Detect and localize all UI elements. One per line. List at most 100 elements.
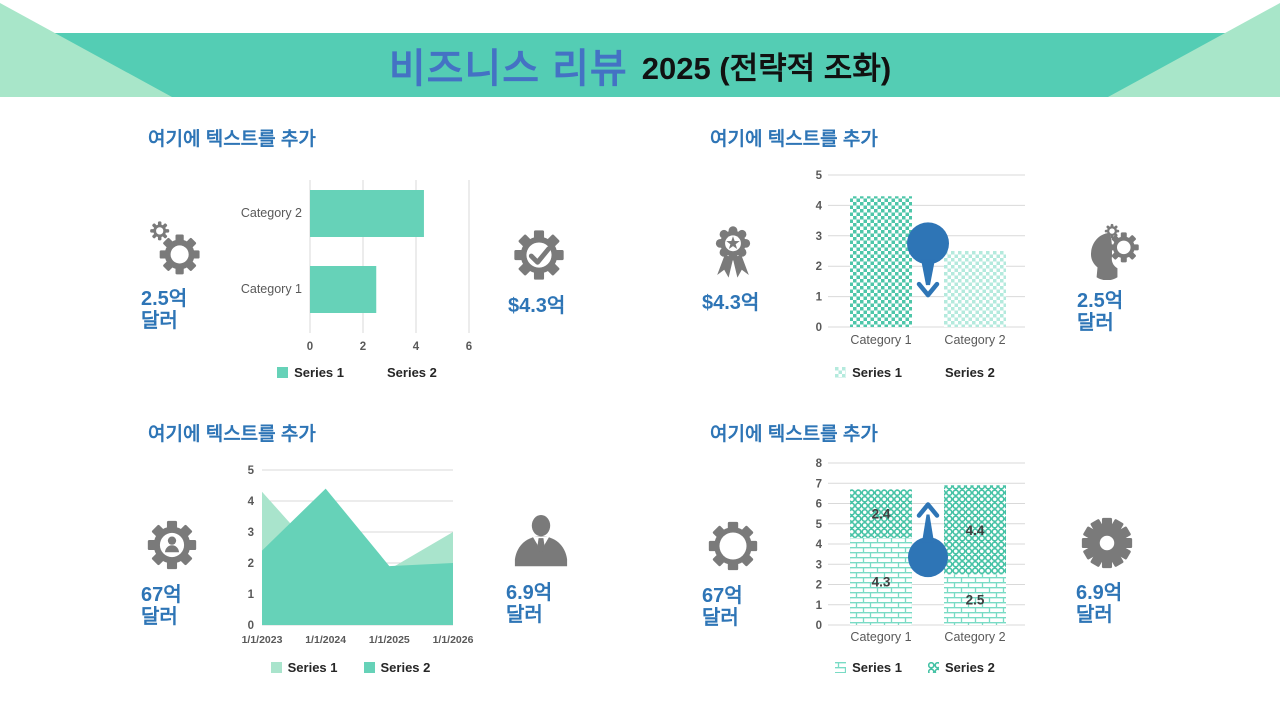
svg-text:5: 5 bbox=[248, 465, 255, 477]
title-row: 비즈니스 리뷰 2025 (전략적 조화) bbox=[0, 33, 1280, 97]
gear-check-icon bbox=[508, 227, 570, 290]
balloon-marker bbox=[907, 222, 949, 265]
stat-block: 2.5억 달러 bbox=[1077, 222, 1147, 334]
svg-text:4: 4 bbox=[413, 341, 420, 353]
stat-block: $4.3억 bbox=[702, 224, 764, 314]
legend-label: Series 2 bbox=[380, 659, 431, 675]
svg-text:4: 4 bbox=[816, 200, 823, 212]
svg-text:5: 5 bbox=[816, 170, 823, 182]
stat-value: 67억 bbox=[702, 585, 743, 607]
gear-person-icon bbox=[141, 516, 203, 579]
svg-text:1: 1 bbox=[248, 589, 255, 601]
legend-item: Series 2 bbox=[363, 659, 431, 675]
balloon-marker bbox=[908, 537, 948, 578]
svg-text:4: 4 bbox=[816, 539, 823, 551]
svg-text:0: 0 bbox=[248, 620, 254, 632]
stack-series2-cat2 bbox=[944, 485, 1006, 575]
head-gears-icon bbox=[1077, 222, 1147, 285]
chart-legend: Series 1 Series 2 bbox=[790, 659, 1040, 675]
svg-text:5: 5 bbox=[816, 519, 823, 531]
stat-value: 6.9억 bbox=[1076, 582, 1123, 604]
stacked-column-chart: 0 1 2 3 4 5 6 7 8 4.3 2.4 2.5 4.4 Category 1 Category … bbox=[816, 458, 1025, 644]
svg-text:8: 8 bbox=[816, 458, 823, 470]
legend-item: Series 2 bbox=[928, 365, 995, 380]
stack-series2-cat1 bbox=[850, 489, 912, 538]
legend-swatch-solid_light bbox=[270, 661, 282, 673]
chart-legend: Series 1 Series 2 bbox=[790, 364, 1040, 380]
header-banner bbox=[0, 33, 1280, 97]
svg-text:0: 0 bbox=[307, 341, 313, 353]
stat-value: 2.5억 bbox=[141, 288, 188, 310]
stat-value: 2.5억 bbox=[1077, 290, 1124, 312]
legend-label: Series 1 bbox=[852, 364, 902, 380]
svg-text:6: 6 bbox=[466, 341, 472, 353]
svg-text:1/1/2025: 1/1/2025 bbox=[369, 634, 410, 646]
area-series-2 bbox=[262, 488, 453, 625]
svg-text:3: 3 bbox=[816, 559, 822, 571]
svg-text:2: 2 bbox=[816, 580, 822, 592]
svg-text:2: 2 bbox=[816, 261, 822, 273]
legend-label: Series 2 bbox=[945, 364, 995, 380]
svg-text:1: 1 bbox=[816, 292, 823, 304]
svg-text:Category 2: Category 2 bbox=[944, 630, 1005, 644]
svg-text:Category 1: Category 1 bbox=[241, 282, 302, 296]
legend-item: Series 2 bbox=[928, 660, 995, 675]
svg-text:1: 1 bbox=[816, 600, 823, 612]
stat-block: 2.5억 달러 bbox=[141, 220, 211, 332]
stack-series1-cat2 bbox=[944, 574, 1006, 625]
bar-category-2 bbox=[310, 190, 424, 237]
legend-item: Series 1 bbox=[835, 365, 902, 380]
svg-text:Category 1: Category 1 bbox=[850, 630, 911, 644]
legend-label: Series 1 bbox=[852, 659, 902, 675]
gear-ring-icon bbox=[702, 517, 764, 580]
chart-legend: Series 1 Series 2 bbox=[222, 364, 492, 380]
bar-category-1 bbox=[310, 266, 377, 313]
svg-text:2.4: 2.4 bbox=[872, 507, 891, 522]
legend-swatch-circles bbox=[928, 661, 939, 673]
svg-text:2: 2 bbox=[360, 341, 366, 353]
svg-text:0: 0 bbox=[816, 322, 822, 334]
legend-swatch-solid_teal bbox=[277, 366, 289, 378]
svg-text:1/1/2026: 1/1/2026 bbox=[433, 634, 474, 646]
stat-block: 67억 달러 bbox=[702, 517, 764, 629]
svg-text:3: 3 bbox=[248, 527, 254, 539]
stat-value: 6.9억 bbox=[506, 582, 553, 604]
svg-text:Category 2: Category 2 bbox=[241, 206, 302, 220]
legend-swatch-none bbox=[370, 367, 381, 378]
svg-text:0: 0 bbox=[816, 620, 822, 632]
svg-text:1/1/2024: 1/1/2024 bbox=[305, 634, 346, 646]
solid-gear-icon bbox=[1076, 514, 1138, 577]
legend-swatch-none bbox=[928, 367, 939, 378]
stat-unit: 달러 bbox=[1076, 604, 1113, 626]
section-title-bottom-left: 여기에 텍스트를 추가 bbox=[148, 424, 316, 445]
stack-series1-cat1 bbox=[850, 537, 912, 625]
stat-block: 6.9억 달러 bbox=[506, 514, 576, 626]
legend-swatch-checker_light bbox=[835, 366, 847, 378]
legend-item: Series 1 bbox=[835, 660, 902, 675]
section-title-bottom-right: 여기에 텍스트를 추가 bbox=[710, 424, 878, 445]
stat-value: $4.3억 bbox=[702, 292, 760, 314]
chart-legend: Series 1 Series 2 bbox=[233, 659, 468, 675]
svg-text:4.3: 4.3 bbox=[872, 574, 891, 589]
bar-chart-horizontal: 0 2 4 6 Category 2 Category 1 bbox=[241, 180, 472, 353]
svg-text:2.5: 2.5 bbox=[966, 593, 985, 608]
stat-value: 67억 bbox=[141, 584, 182, 606]
legend-label: Series 1 bbox=[294, 364, 344, 380]
section-title-top-left: 여기에 텍스트를 추가 bbox=[148, 129, 316, 150]
svg-text:4.4: 4.4 bbox=[966, 523, 985, 538]
svg-text:3: 3 bbox=[816, 231, 822, 243]
legend-swatch-brick bbox=[835, 661, 847, 673]
gears-icon bbox=[141, 220, 211, 283]
bar-category-2 bbox=[944, 251, 1006, 327]
businessman-icon bbox=[506, 514, 576, 577]
legend-item: Series 1 bbox=[277, 365, 344, 380]
svg-text:Category 2: Category 2 bbox=[944, 333, 1005, 347]
section-title-top-right: 여기에 텍스트를 추가 bbox=[710, 129, 878, 150]
svg-text:4: 4 bbox=[248, 496, 255, 508]
bar-category-1 bbox=[850, 196, 912, 327]
stat-unit: 달러 bbox=[141, 606, 178, 628]
legend-swatch-solid_teal bbox=[363, 661, 375, 673]
page-title: 비즈니스 리뷰 bbox=[388, 47, 628, 91]
stat-block: 6.9억 달러 bbox=[1076, 514, 1138, 626]
stat-unit: 달러 bbox=[141, 310, 178, 332]
